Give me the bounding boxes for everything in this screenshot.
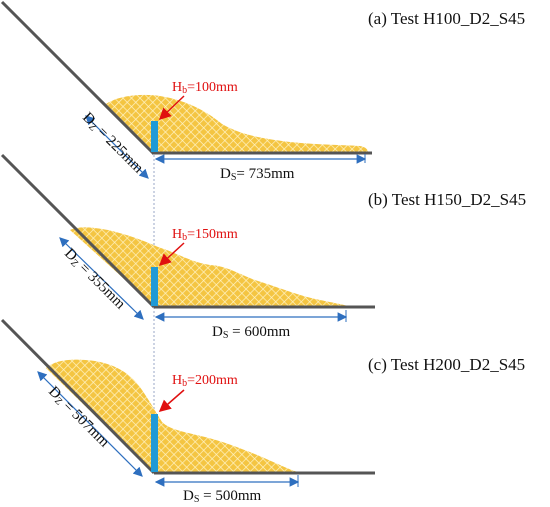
dz-dim-b <box>59 237 144 320</box>
slope-a <box>0 0 156 156</box>
dz-dim-a <box>85 115 149 179</box>
ds-label-b: DS = 600mm <box>212 324 291 341</box>
hb-label-b: Hb=150mm <box>172 227 238 243</box>
panel-a: (a) Test H100_D2_S45 Hb=100mm DZ = 225mm… <box>0 0 525 183</box>
panel-c: (c) Test H200_D2_S45 Hb=200mm DZ = 507mm… <box>0 318 525 505</box>
barrier-c <box>151 414 158 472</box>
hb-label-a: Hb=100mm <box>172 80 238 96</box>
hb-arrow-c <box>158 389 185 412</box>
hb-arrow-b <box>158 242 185 267</box>
panel-b: (b) Test H150_D2_S45 Hb=150mm DZ = 355mm… <box>0 153 526 341</box>
panel-b-title: (b) Test H150_D2_S45 <box>368 190 526 209</box>
dz-dim-c <box>37 371 143 477</box>
barrier-a <box>151 121 158 152</box>
ds-label-c: DS = 500mm <box>183 488 262 505</box>
barrier-b <box>151 267 158 306</box>
ds-label-a: DS= 735mm <box>220 166 295 183</box>
hb-arrow-a <box>158 95 185 121</box>
panel-a-title: (a) Test H100_D2_S45 <box>368 9 525 28</box>
hb-label-c: Hb=200mm <box>172 373 238 389</box>
panel-c-title: (c) Test H200_D2_S45 <box>368 355 525 374</box>
slope-b <box>0 153 156 309</box>
